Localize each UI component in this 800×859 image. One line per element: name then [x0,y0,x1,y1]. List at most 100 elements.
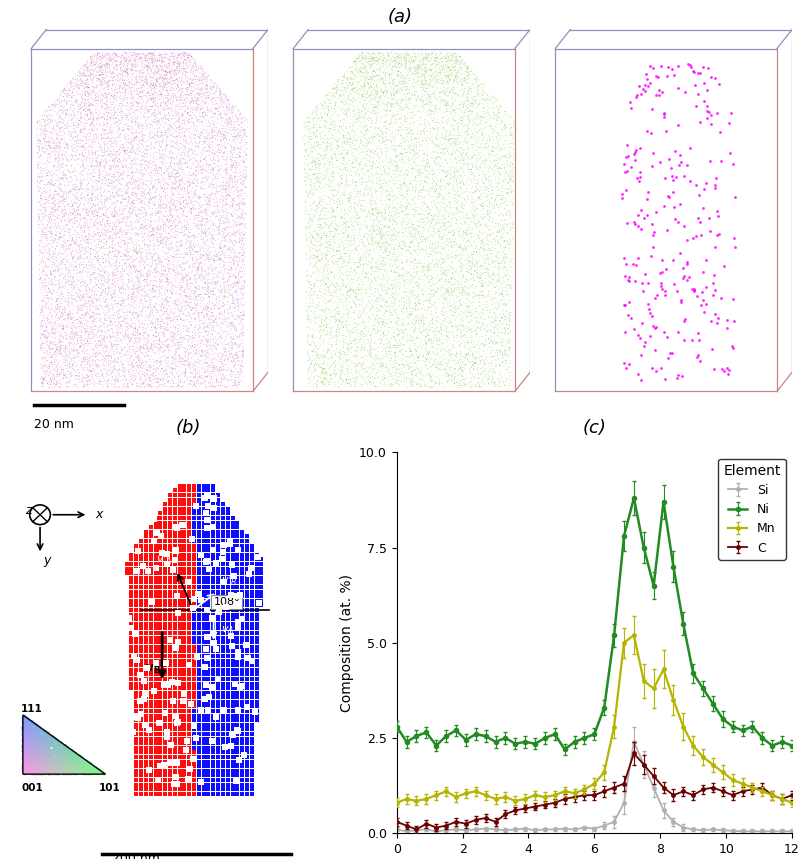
Point [476,306,489,320]
Point [378,186,390,200]
Point [69,237,82,251]
Point [372,291,385,305]
Point [408,148,421,161]
Point [433,90,446,104]
Point [207,115,220,129]
Point [434,155,446,169]
Point [174,375,186,389]
Point [58,354,71,368]
Point [64,361,77,375]
Point [82,170,94,184]
Point [442,116,454,130]
Point [463,254,476,268]
Point [353,112,366,125]
Point [96,271,109,284]
Point [171,377,184,391]
Point [92,88,105,101]
Point [398,289,411,302]
Point [460,336,473,350]
Point [346,276,359,289]
Point [214,253,226,267]
Point [503,281,516,295]
Point [456,274,469,288]
Point [187,83,200,97]
Point [178,534,191,548]
Point [428,328,441,342]
Point [169,297,182,311]
Point [178,146,191,160]
Point [74,115,86,129]
Point [33,137,46,150]
Point [130,226,142,240]
Point [133,76,146,90]
Point [410,197,422,210]
Point [398,101,411,114]
Point [210,78,222,92]
Point [222,212,235,226]
Point [397,82,410,95]
Point [355,70,368,84]
Point [74,754,86,768]
Point [82,209,95,222]
Point [351,256,364,270]
Point [485,180,498,193]
Point [98,71,111,85]
Point [375,229,388,243]
Point [442,205,455,219]
Point [391,318,404,332]
Point [230,348,242,362]
Point [57,267,70,281]
Point [409,338,422,352]
Point [110,149,123,162]
Point [442,52,454,66]
Point [172,156,185,170]
Point [410,234,423,247]
Point [93,281,106,295]
Point [438,204,450,217]
Point [36,750,49,764]
Point [446,287,458,301]
Point [63,327,76,341]
Point [59,302,72,316]
Point [434,71,447,85]
Point [380,300,393,314]
Point [175,149,188,162]
Point [474,271,487,284]
Point [59,105,72,119]
Point [131,153,144,167]
Point [119,82,132,95]
Point [346,277,358,291]
Point [166,88,178,102]
Point [132,350,145,363]
Point [324,289,337,302]
Point [313,121,326,135]
Point [66,763,79,777]
Point [477,364,490,378]
Point [491,180,504,193]
Point [58,739,70,752]
Point [439,225,452,239]
Point [132,83,145,97]
Point [350,374,363,387]
Point [22,731,35,745]
Point [220,197,233,210]
Point [216,313,229,326]
Point [464,114,477,128]
Point [399,228,412,241]
Point [212,525,225,539]
Point [43,328,56,342]
Point [214,375,227,389]
Point [391,94,404,108]
Point [222,111,235,125]
Point [145,63,158,76]
Point [334,194,347,208]
Point [406,123,418,137]
Point [358,219,370,233]
Point [94,64,106,77]
Point [228,293,241,307]
Point [412,301,425,314]
Point [136,79,149,93]
Point [443,94,456,107]
Point [130,228,142,241]
Point [44,765,57,778]
